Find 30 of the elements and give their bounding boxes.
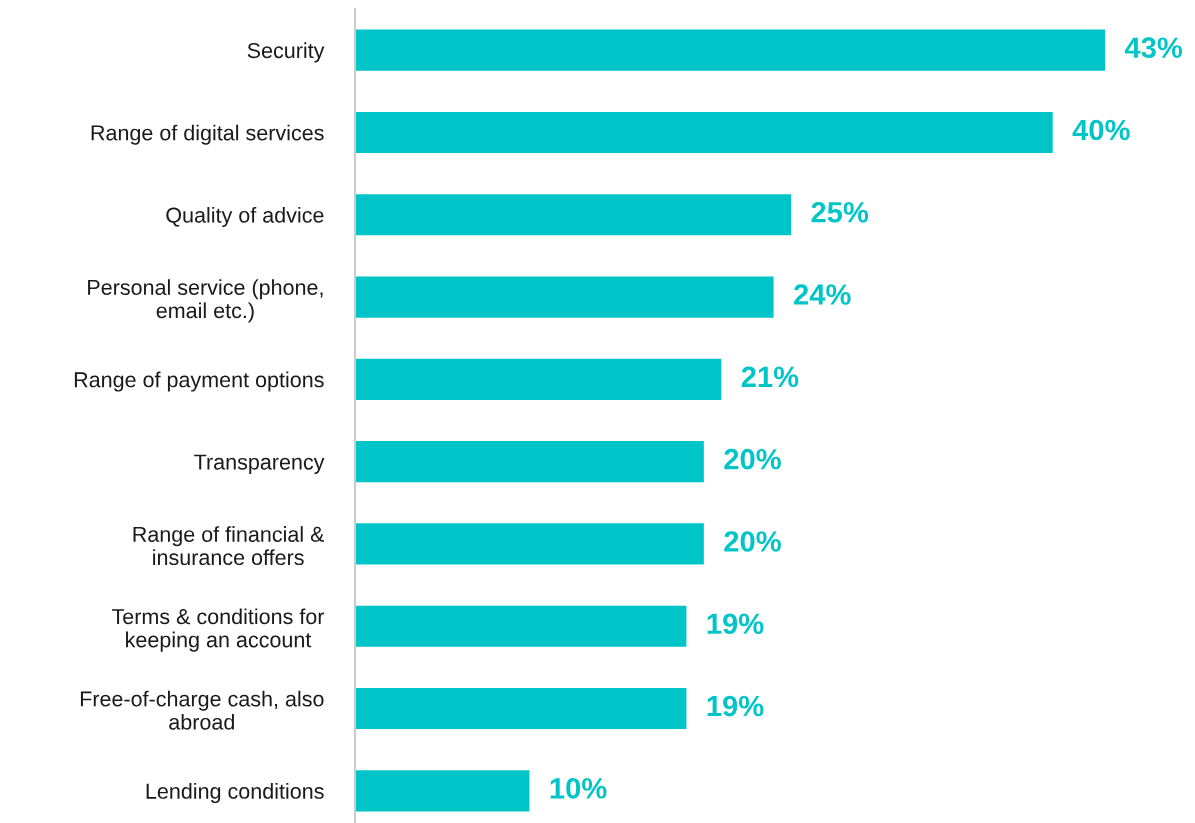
bar [355, 276, 774, 318]
bar [355, 605, 687, 647]
y-tick-label: Lending conditions [146, 783, 324, 804]
bar [355, 111, 1053, 154]
data-label: 20% [724, 448, 781, 470]
y-tick-label: Free-of-charge cash, also abroad [80, 690, 324, 730]
data-label: 43% [1124, 37, 1183, 59]
bar [355, 441, 704, 483]
bar [355, 687, 687, 730]
data-label: 24% [794, 284, 851, 305]
bar [355, 358, 722, 400]
data-label: 19% [707, 613, 764, 635]
data-label: 20% [724, 531, 781, 552]
data-label: 19% [707, 695, 764, 717]
data-label: 10% [550, 778, 607, 799]
y-tick-label: Range of payment options [74, 371, 324, 392]
bar [355, 770, 530, 812]
y-tick-label: Range of financial & insurance offers [133, 526, 325, 566]
y-tick-label: Security [247, 42, 325, 63]
bar [355, 29, 1105, 71]
bar [355, 194, 792, 236]
y-tick-label: Range of digital services [91, 124, 324, 145]
y-tick-label: Personal service (phone, email etc.) [88, 279, 323, 323]
data-label: 25% [811, 201, 869, 223]
y-tick-label: Transparency [194, 454, 325, 474]
data-label: 40% [1072, 119, 1130, 141]
y-tick-label: Terms & conditions for keeping an account [111, 608, 325, 652]
data-label: 21% [741, 366, 799, 388]
y-tick-label: Quality of advice [166, 206, 324, 228]
bar [355, 523, 704, 565]
